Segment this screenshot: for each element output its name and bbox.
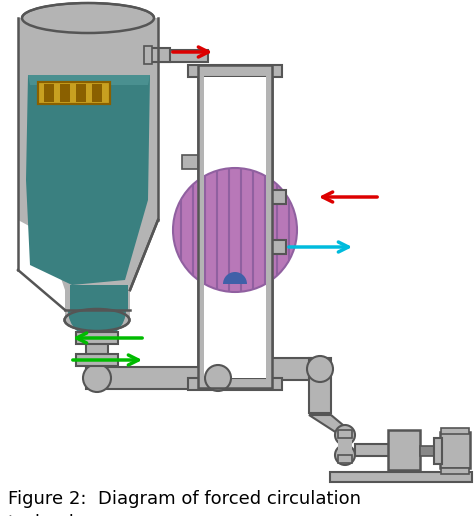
Circle shape [335,425,355,445]
Ellipse shape [64,309,129,331]
Circle shape [173,168,297,292]
Wedge shape [68,310,126,339]
Circle shape [307,356,333,382]
Polygon shape [309,415,355,435]
Bar [86,367,216,389]
Bar [338,435,352,455]
Bar [272,240,286,254]
Ellipse shape [22,3,154,33]
Bar [92,84,102,102]
Bar [44,84,54,102]
Bar [198,65,204,388]
Text: Figure 2:  Diagram of forced circulation
technology.: Figure 2: Diagram of forced circulation … [8,490,361,516]
Bar [309,358,331,413]
Wedge shape [223,272,247,284]
Bar [60,84,70,102]
Bar [441,428,469,434]
Bar [38,82,110,104]
Bar [330,472,472,482]
Polygon shape [18,18,158,220]
Polygon shape [70,285,128,310]
Bar [207,348,229,380]
Bar [38,82,110,104]
Bar [266,65,272,388]
Bar [160,50,208,62]
Bar [76,332,118,344]
Bar [76,354,118,366]
Bar [144,46,152,64]
Circle shape [335,445,355,465]
Bar [434,438,442,464]
Bar [76,84,86,102]
Bar [188,65,282,77]
Bar [272,358,320,380]
Polygon shape [65,290,130,320]
Bar [148,48,170,62]
Bar [86,310,108,378]
Polygon shape [26,75,150,285]
Polygon shape [18,220,158,290]
Bar [355,444,393,456]
Bar [388,430,420,470]
Polygon shape [28,75,150,85]
Bar [182,155,198,169]
Bar [441,468,469,474]
Bar [198,65,272,388]
Bar [204,77,266,378]
Bar [338,430,352,438]
Circle shape [83,364,111,392]
Bar [440,432,470,468]
Bar [272,190,286,204]
Circle shape [205,365,231,391]
Bar [198,65,272,388]
Bar [338,455,352,463]
Bar [420,446,434,456]
Bar [188,378,282,390]
